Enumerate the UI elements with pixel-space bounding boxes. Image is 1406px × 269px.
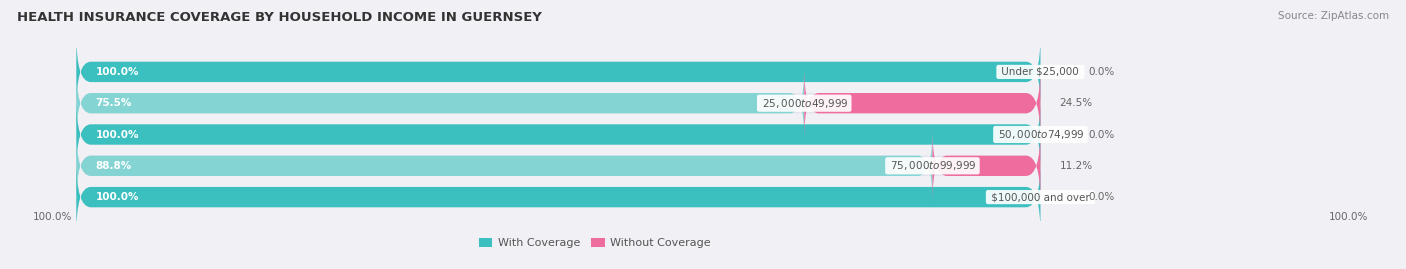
Text: 0.0%: 0.0% <box>1088 129 1115 140</box>
Text: 24.5%: 24.5% <box>1060 98 1092 108</box>
Text: $50,000 to $74,999: $50,000 to $74,999 <box>995 128 1085 141</box>
FancyBboxPatch shape <box>76 98 1040 171</box>
Text: 100.0%: 100.0% <box>96 67 139 77</box>
Text: $100,000 and over: $100,000 and over <box>988 192 1092 202</box>
Text: 100.0%: 100.0% <box>32 213 72 222</box>
FancyBboxPatch shape <box>76 129 932 203</box>
FancyBboxPatch shape <box>76 66 1040 140</box>
Text: 75.5%: 75.5% <box>96 98 132 108</box>
FancyBboxPatch shape <box>804 66 1040 140</box>
FancyBboxPatch shape <box>932 129 1040 203</box>
Legend: With Coverage, Without Coverage: With Coverage, Without Coverage <box>475 233 716 253</box>
Text: 100.0%: 100.0% <box>96 129 139 140</box>
Text: 0.0%: 0.0% <box>1088 192 1115 202</box>
Text: 0.0%: 0.0% <box>1088 67 1115 77</box>
FancyBboxPatch shape <box>76 35 1040 109</box>
Text: 100.0%: 100.0% <box>96 192 139 202</box>
Text: 88.8%: 88.8% <box>96 161 132 171</box>
FancyBboxPatch shape <box>76 160 1040 234</box>
Text: HEALTH INSURANCE COVERAGE BY HOUSEHOLD INCOME IN GUERNSEY: HEALTH INSURANCE COVERAGE BY HOUSEHOLD I… <box>17 11 541 24</box>
Text: 100.0%: 100.0% <box>1329 213 1368 222</box>
Text: 11.2%: 11.2% <box>1060 161 1092 171</box>
Text: $75,000 to $99,999: $75,000 to $99,999 <box>887 159 977 172</box>
FancyBboxPatch shape <box>76 35 1040 109</box>
FancyBboxPatch shape <box>76 98 1040 171</box>
Text: Under $25,000: Under $25,000 <box>998 67 1083 77</box>
Text: Source: ZipAtlas.com: Source: ZipAtlas.com <box>1278 11 1389 21</box>
FancyBboxPatch shape <box>76 129 1040 203</box>
FancyBboxPatch shape <box>76 160 1040 234</box>
Text: $25,000 to $49,999: $25,000 to $49,999 <box>759 97 849 110</box>
FancyBboxPatch shape <box>76 66 804 140</box>
